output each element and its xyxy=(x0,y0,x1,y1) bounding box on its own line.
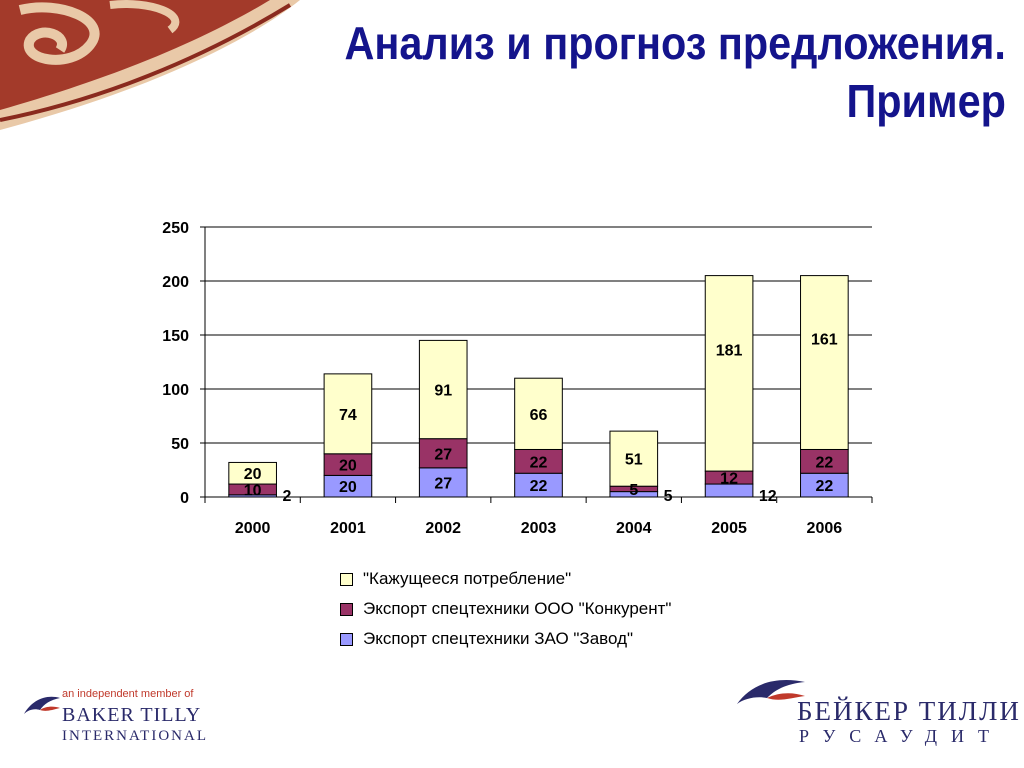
y-tick-label: 100 xyxy=(162,382,189,399)
data-label: 20 xyxy=(244,466,262,483)
y-tick-label: 0 xyxy=(180,490,189,507)
logo-name-left: BAKER TILLY xyxy=(62,704,202,726)
bar-segment xyxy=(418,438,468,469)
legend-label-competitor: Экспорт спецтехники ООО "Конкурент" xyxy=(363,599,672,618)
logo-name-right: БЕЙКЕР ТИЛЛИ xyxy=(797,696,1021,726)
data-label: 27 xyxy=(434,446,452,463)
y-tick-label: 50 xyxy=(171,436,189,453)
data-label: 20 xyxy=(339,479,357,496)
data-label: 12 xyxy=(720,471,738,488)
stacked-bar-chart: 0 50 100 150 200 250 2000 2001 2002 2003 2004 2005 2… xyxy=(162,220,873,537)
chart-legend: "Кажущееся потребление" Экспорт спецтехн… xyxy=(340,564,671,654)
x-tick-label: 2006 xyxy=(807,520,843,537)
legend-label-plant: Экспорт спецтехники ЗАО "Завод" xyxy=(363,629,634,648)
data-label: 2 xyxy=(282,488,291,505)
x-tick-label: 2004 xyxy=(616,520,652,537)
data-label: 10 xyxy=(244,482,262,499)
bird-icon xyxy=(24,696,60,714)
data-label: 66 xyxy=(530,407,548,424)
bar-segment xyxy=(418,467,468,498)
title-line-1: Анализ и прогноз предложения. xyxy=(344,17,1006,69)
bar-segment xyxy=(323,373,373,455)
data-label: 22 xyxy=(530,454,548,471)
title-line-2: Пример xyxy=(846,75,1006,127)
x-tick-label: 2005 xyxy=(711,520,747,537)
bar-segment xyxy=(514,377,563,450)
data-label: 5 xyxy=(664,488,673,505)
bar-segment xyxy=(800,275,849,450)
data-label: 74 xyxy=(339,407,357,424)
data-label: 161 xyxy=(811,332,838,349)
data-label: 12 xyxy=(759,488,777,505)
swatch-plant xyxy=(340,632,353,646)
bar-segment xyxy=(228,461,277,485)
bird-icon xyxy=(737,680,805,704)
legend-item-consumption: "Кажущееся потребление" xyxy=(340,564,671,594)
legend-item-competitor: Экспорт спецтехники ООО "Конкурент" xyxy=(340,594,671,624)
data-label: 91 xyxy=(434,383,452,400)
y-tick-label: 150 xyxy=(162,328,189,345)
bar-segment xyxy=(704,275,754,472)
swatch-competitor xyxy=(340,602,353,616)
data-label: 51 xyxy=(625,452,643,469)
x-tick-label: 2001 xyxy=(330,520,366,537)
logo-sub-left: INTERNATIONAL xyxy=(62,728,208,744)
x-tick-label: 2003 xyxy=(521,520,557,537)
x-tick-label: 2002 xyxy=(425,520,461,537)
logo-sub-right: РУСАУДИТ xyxy=(799,726,1004,746)
data-label: 22 xyxy=(530,478,548,495)
swatch-consumption xyxy=(340,572,353,586)
data-label: 22 xyxy=(815,478,833,495)
legend-label-consumption: "Кажущееся потребление" xyxy=(363,569,572,588)
data-label: 181 xyxy=(716,342,743,359)
member-text: an independent member of xyxy=(62,688,194,700)
y-tick-label: 200 xyxy=(162,274,189,291)
data-label: 20 xyxy=(339,458,357,475)
bar-segment xyxy=(418,339,468,440)
x-tick-label: 2000 xyxy=(235,520,271,537)
baker-tilly-rusaudit-logo: БЕЙКЕР ТИЛЛИ РУСАУДИТ xyxy=(735,670,1019,750)
slide-title: Анализ и прогноз предложения. Пример xyxy=(345,14,1006,130)
y-tick-label: 250 xyxy=(162,220,189,237)
bar-segment xyxy=(609,430,659,487)
data-label: 22 xyxy=(815,454,833,471)
data-label: 27 xyxy=(434,475,452,492)
data-label: 5 xyxy=(629,482,638,499)
corner-decoration xyxy=(0,0,300,130)
baker-tilly-international-logo: an independent member of BAKER TILLY INT… xyxy=(22,688,222,748)
legend-item-plant: Экспорт спецтехники ЗАО "Завод" xyxy=(340,624,671,654)
